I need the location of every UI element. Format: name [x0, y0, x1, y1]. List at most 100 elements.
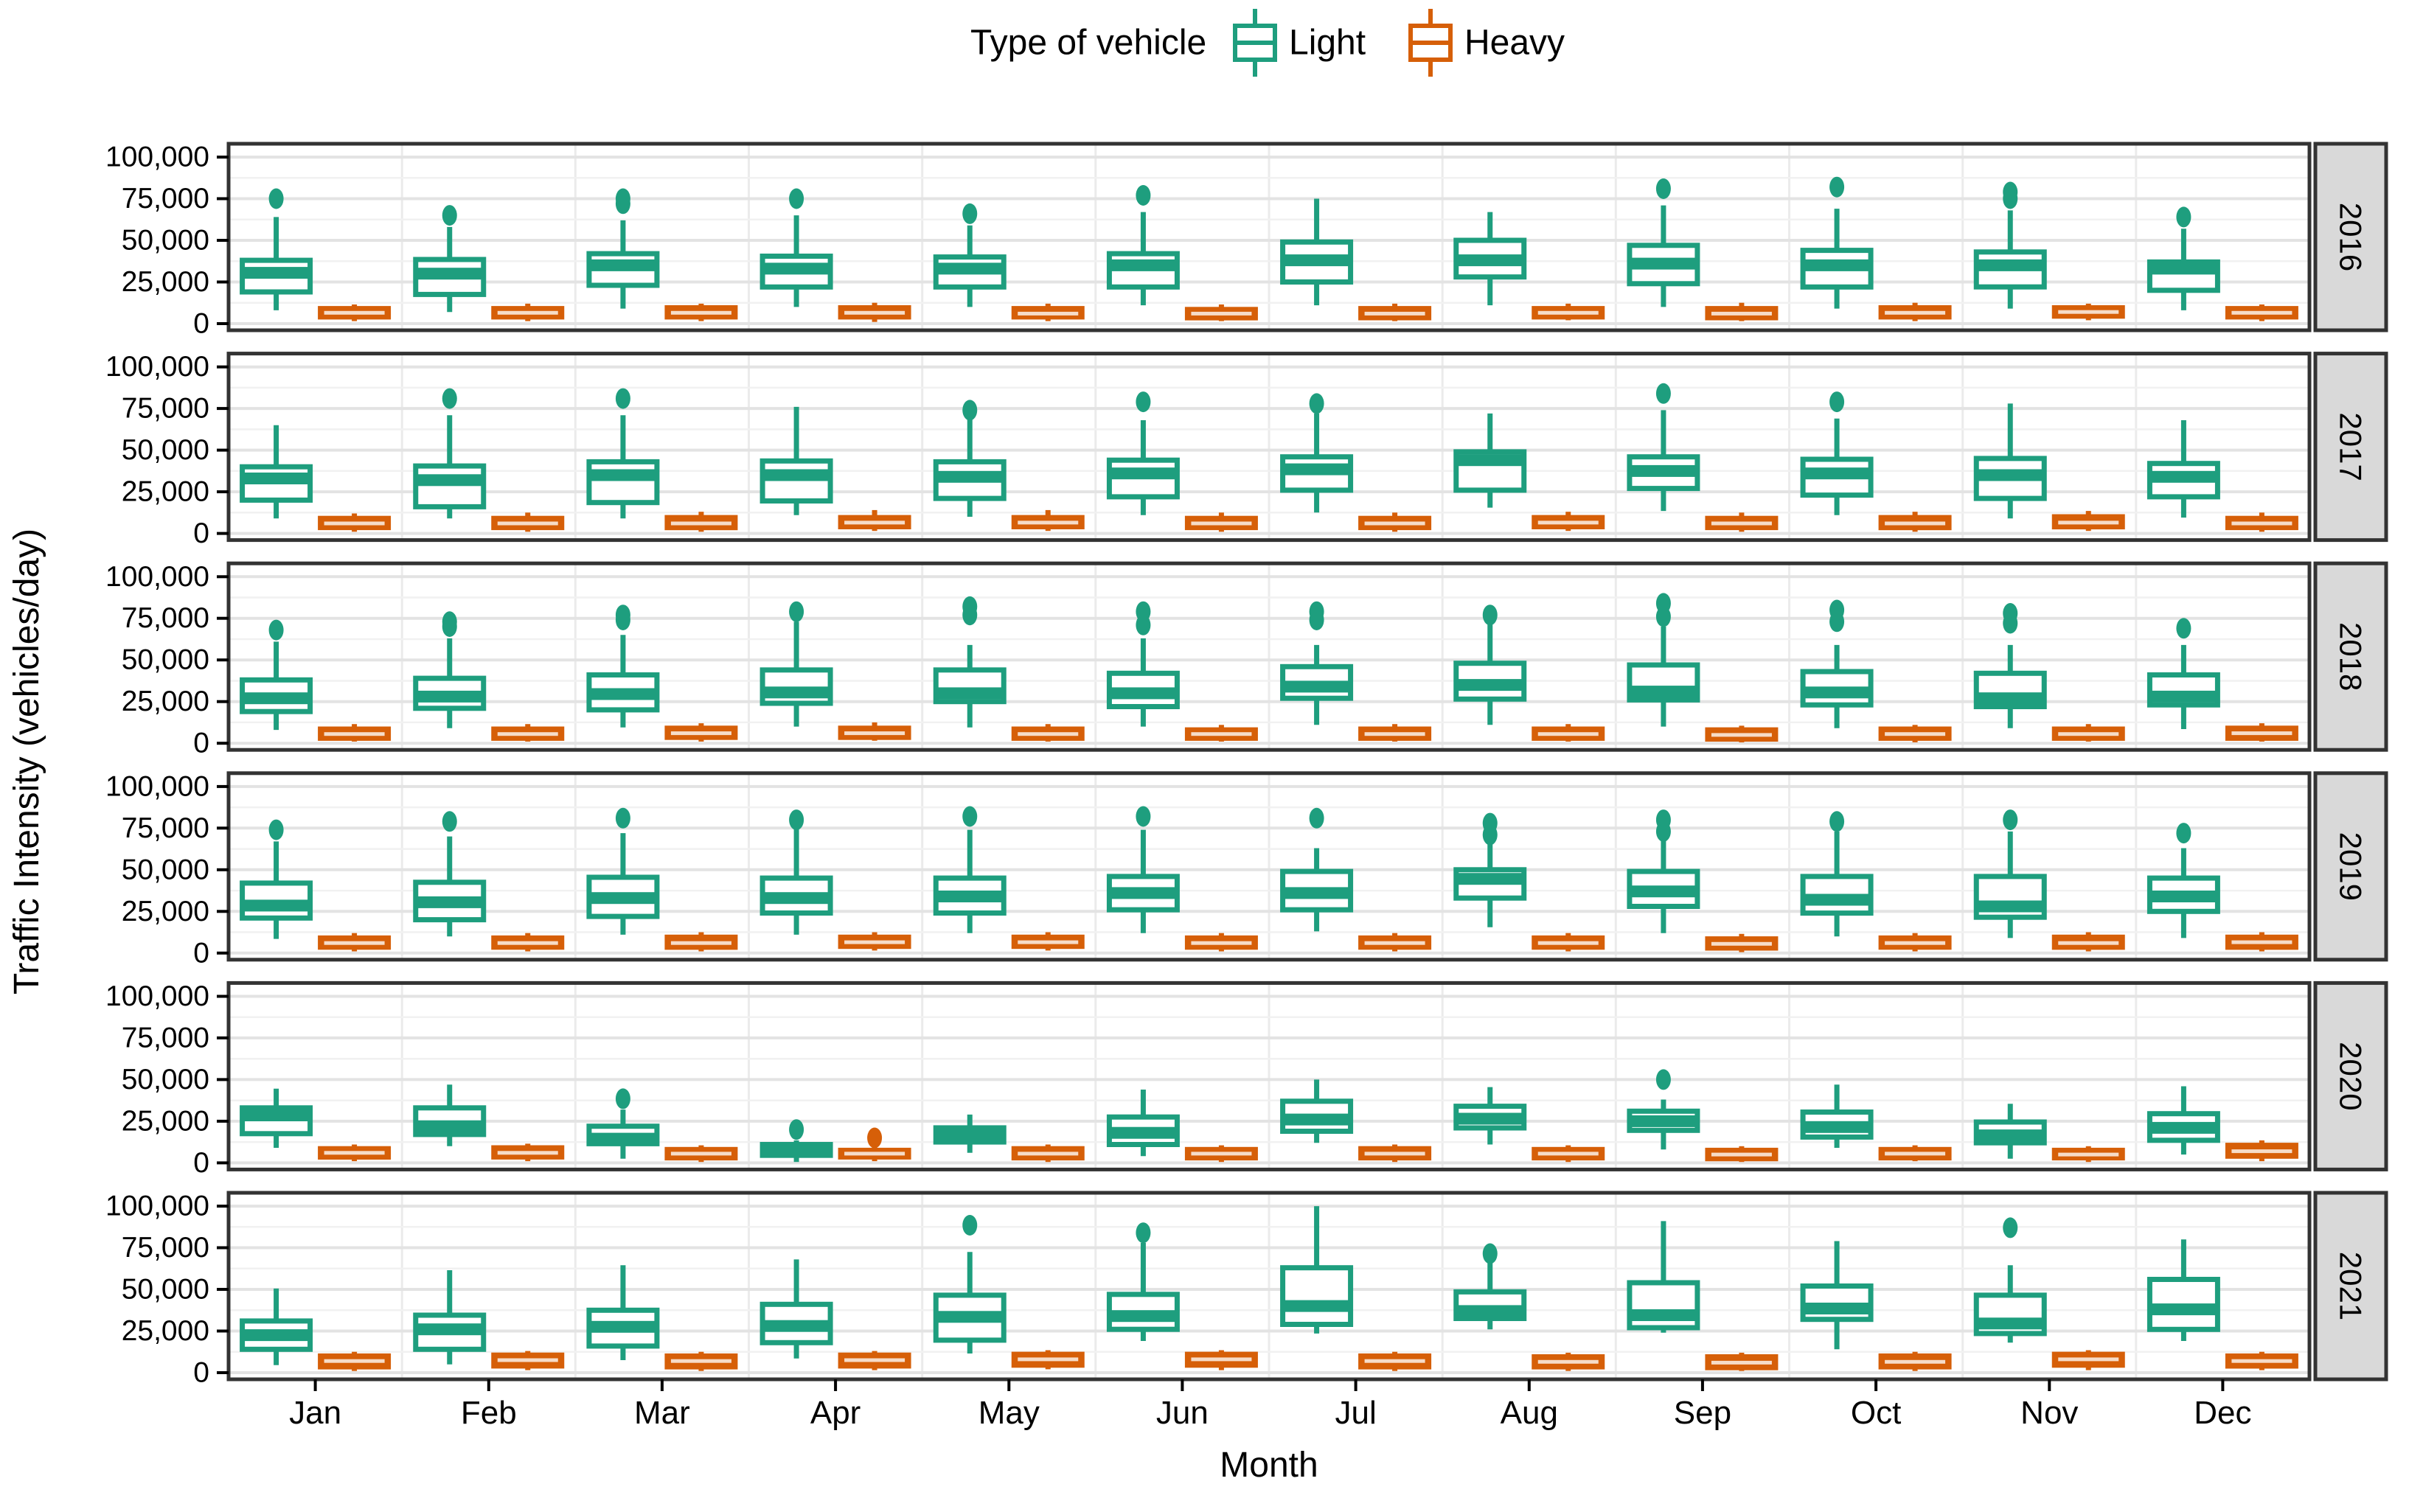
y-tick-label: 50,000	[122, 1274, 209, 1306]
boxplot-light-2017-Dec	[2146, 420, 2220, 518]
x-tick-label: May	[978, 1395, 1040, 1431]
boxplot-light-2019-Nov	[1973, 809, 2047, 938]
boxplot-light-2017-Jul	[1280, 393, 1354, 513]
x-tick-label: Jan	[289, 1395, 341, 1431]
boxplot-heavy-2019-Jul	[1358, 933, 1432, 952]
boxplot-heavy-2019-Apr	[838, 932, 911, 951]
boxplot-light-2019-Aug	[1453, 812, 1527, 927]
facet-strip	[2313, 980, 2388, 1171]
y-tick-label: 100,000	[105, 980, 209, 1012]
y-tick-label: 0	[193, 728, 209, 759]
boxplot-light-2018-Apr	[759, 601, 833, 727]
x-tick-label: Oct	[1851, 1395, 1901, 1431]
boxplot-heavy-2017-Aug	[1532, 512, 1605, 532]
y-tick-label: 100,000	[105, 351, 209, 383]
boxplot-light-2020-Jun	[1106, 1090, 1180, 1157]
boxplot-light-2017-Sep	[1627, 383, 1700, 512]
boxplot-light-2016-Dec	[2146, 206, 2220, 310]
boxplot-heavy-2016-Jan	[318, 304, 392, 321]
y-tick-label: 25,000	[122, 266, 209, 298]
boxplot-heavy-2019-Sep	[1705, 933, 1779, 952]
boxplot-heavy-2017-Feb	[491, 512, 565, 532]
y-tick-label: 25,000	[122, 476, 209, 508]
boxplot-light-2020-Aug	[1453, 1087, 1527, 1145]
boxplot-heavy-2017-Dec	[2225, 512, 2298, 532]
boxplot-light-2021-Jun	[1106, 1222, 1180, 1341]
boxplot-light-2021-Oct	[1800, 1241, 1874, 1350]
facet-strip-label: 2019	[2334, 832, 2368, 901]
x-tick-label: Sep	[1674, 1395, 1731, 1431]
x-axis-title: Month	[1220, 1446, 1318, 1485]
y-tick-label: 50,000	[122, 854, 209, 885]
boxplot-light-2019-Apr	[759, 809, 833, 935]
x-tick-label: Dec	[2194, 1395, 2251, 1431]
y-tick-label: 50,000	[122, 225, 209, 257]
boxplot-heavy-2020-Apr	[838, 1127, 911, 1162]
facet-strip-label: 2018	[2334, 622, 2368, 691]
boxplot-light-2020-Nov	[1973, 1104, 2047, 1159]
boxplot-heavy-2021-Jan	[318, 1351, 392, 1371]
y-tick-label: 0	[193, 308, 209, 340]
boxplot-heavy-2020-Mar	[664, 1145, 738, 1163]
boxplot-heavy-2019-Jan	[318, 933, 392, 952]
facet-panel-2020: 0 25,000 50,000 75,000 100,000 2020	[105, 980, 2388, 1179]
boxplot-light-2017-Jan	[240, 425, 313, 519]
boxplot-light-2018-Jun	[1106, 601, 1180, 727]
boxplot-heavy-2019-Oct	[1878, 933, 1952, 952]
boxplot-heavy-2021-Oct	[1878, 1351, 1952, 1371]
y-tick-label: 0	[193, 937, 209, 969]
y-tick-label: 75,000	[122, 393, 209, 425]
y-tick-label: 25,000	[122, 1315, 209, 1347]
y-tick-label: 50,000	[122, 1064, 209, 1095]
facet-strip	[2313, 1191, 2388, 1382]
boxplot-heavy-2018-Oct	[1878, 725, 1952, 742]
boxplot-light-2016-Feb	[413, 205, 487, 313]
y-tick-label: 100,000	[105, 770, 209, 802]
boxplot-heavy-2021-Dec	[2225, 1351, 2298, 1370]
x-tick-label: Apr	[810, 1395, 861, 1431]
boxplot-light-2018-Jan	[240, 619, 313, 731]
boxplot-light-2016-Jul	[1280, 198, 1354, 306]
boxplot-heavy-2021-Sep	[1705, 1352, 1779, 1371]
boxplot-light-2017-May	[933, 400, 1007, 517]
boxplot-light-2016-Oct	[1800, 176, 1874, 309]
boxplot-heavy-2018-May	[1011, 724, 1085, 742]
y-tick-label: 75,000	[122, 812, 209, 844]
legend-key-heavy-icon	[1408, 9, 1453, 77]
boxplot-light-2019-May	[933, 806, 1007, 933]
boxplot-heavy-2016-Aug	[1532, 303, 1605, 321]
boxplot-light-2020-Jul	[1280, 1079, 1354, 1143]
y-tick-label: 50,000	[122, 644, 209, 676]
boxplot-light-2021-Jul	[1280, 1206, 1354, 1334]
boxplot-heavy-2020-Jan	[318, 1144, 392, 1162]
boxplot-light-2016-Aug	[1453, 212, 1527, 306]
boxplot-heavy-2016-Jul	[1358, 303, 1432, 321]
y-tick-label: 25,000	[122, 686, 209, 717]
boxplot-light-2019-Sep	[1627, 809, 1700, 933]
boxplot-heavy-2021-Mar	[664, 1351, 738, 1371]
facet-strip-label: 2021	[2334, 1252, 2368, 1320]
legend-label-light: Light	[1289, 24, 1366, 63]
boxplot-heavy-2020-Aug	[1532, 1145, 1605, 1163]
boxplot-light-2019-Jan	[240, 819, 313, 939]
boxplot-heavy-2021-Jun	[1184, 1350, 1258, 1370]
boxplot-heavy-2016-Feb	[491, 303, 565, 321]
boxplot-heavy-2018-Apr	[838, 722, 911, 741]
y-tick-label: 50,000	[122, 434, 209, 466]
boxplot-heavy-2020-Jun	[1184, 1145, 1258, 1163]
x-tick-label: Feb	[461, 1395, 517, 1431]
legend-label-heavy: Heavy	[1464, 24, 1565, 63]
boxplot-light-2021-Sep	[1627, 1221, 1700, 1333]
facet-panel-2019: 0 25,000 50,000 75,000 100,000 2019	[105, 770, 2388, 969]
boxplot-light-2018-Jul	[1280, 601, 1354, 725]
boxplot-heavy-2018-Jul	[1358, 724, 1432, 742]
boxplot-heavy-2021-Jul	[1358, 1351, 1432, 1371]
boxplot-heavy-2016-Apr	[838, 302, 911, 322]
boxplot-heavy-2018-Dec	[2225, 723, 2298, 742]
y-tick-label: 75,000	[122, 1022, 209, 1053]
facet-panel-2018: 0 25,000 50,000 75,000 100,000 2018	[105, 561, 2388, 759]
boxplot-light-2020-Mar	[586, 1088, 660, 1159]
boxplot-light-2017-Oct	[1800, 391, 1874, 515]
boxplot-heavy-2018-Mar	[664, 723, 738, 742]
